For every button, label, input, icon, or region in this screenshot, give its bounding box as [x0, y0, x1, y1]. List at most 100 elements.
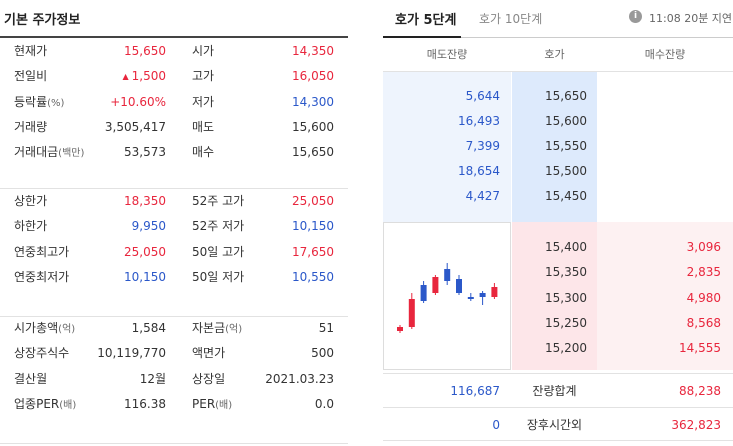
- after-hours-ask-volume: 0: [492, 418, 500, 432]
- delay-notice: 11:08 20분 지연: [649, 12, 733, 25]
- info-value-text: 25,050: [292, 194, 334, 208]
- info-value-text: 51: [318, 321, 334, 335]
- bid-price[interactable]: 15,350: [545, 265, 587, 280]
- info-label: 업종PER(배): [14, 392, 76, 418]
- info-value: 9,950: [132, 214, 166, 239]
- info-icon[interactable]: i: [629, 10, 642, 23]
- info-value-text: 1,584: [131, 321, 166, 335]
- bid-volume: 14,555: [679, 341, 721, 356]
- info-label: 등락률(%): [14, 90, 64, 116]
- info-label: 매도: [192, 115, 214, 140]
- bid-price[interactable]: 15,400: [545, 240, 587, 254]
- info-label: 52주 저가: [192, 214, 244, 239]
- info-label-text: 업종PER: [14, 396, 60, 411]
- info-value-text: 17,650: [292, 244, 334, 259]
- info-label: 52주 고가: [192, 189, 244, 214]
- basic-stock-info-panel: 기본 주가정보 현재가 15,650 시가 14,350 전일비 ▲ 1,500 고가 16,0…: [0, 0, 348, 446]
- ask-price[interactable]: 15,650: [545, 89, 587, 103]
- info-value: ▲ 1,500: [122, 64, 166, 90]
- info-label-text: 저가: [192, 94, 215, 109]
- info-label: 연중최고가: [14, 240, 69, 265]
- tab-10-levels[interactable]: 호가 10단계: [479, 12, 543, 26]
- ask-volume: 16,493: [458, 114, 500, 128]
- footer-divider: [383, 373, 733, 374]
- info-label: 거래대금(백만): [14, 140, 84, 166]
- bid-price[interactable]: 15,200: [545, 341, 587, 356]
- bid-volume: 2,835: [686, 265, 721, 280]
- info-value-text: 116.38: [124, 396, 166, 411]
- footer-divider: [383, 407, 733, 408]
- info-label: 하한가: [14, 214, 47, 239]
- after-hours-bid-volume: 362,823: [671, 418, 721, 432]
- info-value-text: 14,350: [292, 44, 334, 58]
- info-value-text: 15,650: [124, 44, 166, 58]
- section-divider: [0, 443, 348, 444]
- panel-title: 기본 주가정보: [4, 13, 81, 28]
- ask-price[interactable]: 15,500: [545, 164, 587, 178]
- ask-price[interactable]: 15,450: [545, 189, 587, 203]
- info-label-text: 현재가: [14, 44, 48, 58]
- info-value-text: 12월: [139, 371, 166, 386]
- info-value: 116.38: [124, 392, 166, 417]
- info-label: 시가총액(억): [14, 316, 75, 342]
- info-value-text: +10.60%: [110, 94, 166, 109]
- info-value-text: 500: [311, 346, 334, 361]
- bid-volume-area: [597, 222, 733, 370]
- info-value: 10,119,770: [97, 341, 166, 366]
- info-label-text: 전일비: [14, 69, 48, 84]
- footer-divider: [383, 440, 733, 441]
- candle-body: [467, 297, 474, 299]
- bid-volume: 8,568: [686, 315, 721, 330]
- up-triangle-icon: ▲: [122, 72, 129, 82]
- info-label: 상한가: [14, 189, 47, 214]
- info-value: 3,505,417: [105, 115, 166, 140]
- info-value-text: 10,119,770: [97, 346, 166, 361]
- info-label-text: 시가: [192, 44, 215, 58]
- candle-body: [408, 299, 415, 327]
- candle-body: [456, 279, 462, 293]
- info-label-unit: (배): [59, 399, 77, 411]
- ask-price[interactable]: 15,600: [545, 114, 587, 128]
- info-label-text: 상장주식수: [14, 346, 70, 361]
- info-label-text: 하한가: [14, 219, 48, 234]
- info-label-text: 매도: [192, 119, 215, 134]
- header-bid-volume: 매수잔량: [644, 48, 686, 61]
- info-label: 현재가: [14, 39, 47, 64]
- title-divider: [0, 36, 348, 38]
- info-label-text: 50일 저가: [192, 269, 245, 284]
- info-value: 10,150: [124, 265, 166, 290]
- info-label-text: 시가총액: [14, 321, 59, 335]
- header-divider: [383, 71, 733, 72]
- info-label-text: 52주 고가: [192, 194, 245, 208]
- info-label-text: 상장일: [192, 371, 226, 386]
- info-label: 상장주식수: [14, 341, 69, 366]
- bid-price-area: [512, 222, 597, 370]
- ask-price-area: [512, 72, 597, 222]
- ask-volume: 7,399: [465, 139, 500, 153]
- tab-baseline: [383, 37, 733, 38]
- candle-body: [491, 287, 498, 297]
- tab-5-levels[interactable]: 호가 5단계: [395, 13, 457, 28]
- info-row: 거래량 3,505,417 매도 15,600: [0, 115, 348, 140]
- info-row: 등락률(%) +10.60% 저가 14,300: [0, 90, 348, 115]
- info-row: 상한가 18,350 52주 고가 25,050: [0, 189, 348, 214]
- info-label: 거래량: [14, 115, 47, 140]
- candle-body: [479, 293, 486, 297]
- info-row: 전일비 ▲ 1,500 고가 16,050: [0, 64, 348, 89]
- bid-price[interactable]: 15,250: [545, 315, 587, 330]
- candle-body: [397, 327, 403, 331]
- info-row: 연중최고가 25,050 50일 고가 17,650: [0, 240, 348, 265]
- info-value-text: 18,350: [124, 194, 166, 208]
- bid-price[interactable]: 15,300: [545, 290, 587, 305]
- info-label-text: 거래량: [14, 119, 48, 134]
- ask-volume: 4,427: [465, 189, 500, 203]
- info-label-text: 50일 고가: [192, 244, 245, 259]
- candlestick-svg: [397, 263, 498, 333]
- info-value: 53,573: [124, 140, 166, 165]
- candle-body: [432, 277, 439, 293]
- total-label: 잔량합계: [532, 384, 577, 398]
- info-label: 상장일: [192, 367, 225, 392]
- ask-price[interactable]: 15,550: [545, 139, 587, 153]
- info-row: 하한가 9,950 52주 저가 10,150: [0, 214, 348, 239]
- info-label-text: 액면가: [192, 346, 226, 361]
